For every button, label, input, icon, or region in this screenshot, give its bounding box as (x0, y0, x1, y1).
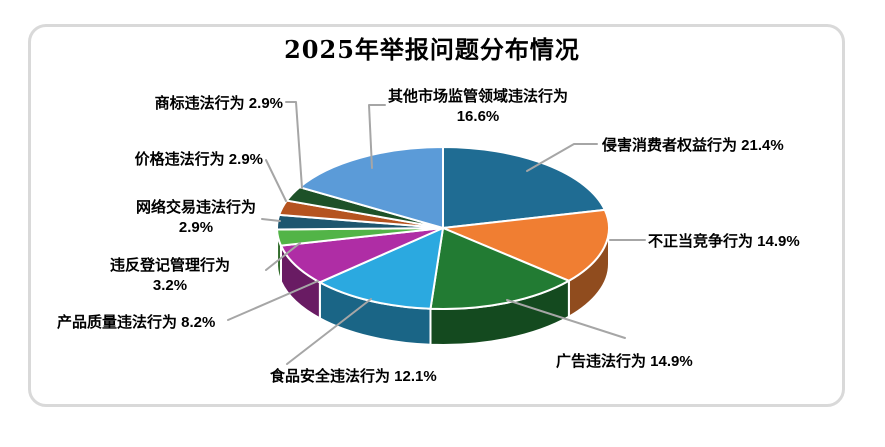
chart-title: 2025年举报问题分布情况 (284, 35, 580, 64)
slice-label-5: 产品质量违法行为 8.2% (57, 314, 216, 331)
slice-label-6: 违反登记管理行为 3.2% (109, 257, 230, 295)
pie-slice-1 (442, 146, 606, 229)
slice-label-7: 网络交易违法行为 2.9% (135, 199, 256, 237)
leader-line-3 (506, 299, 626, 339)
leader-line-10 (368, 104, 386, 169)
leader-line-6 (265, 242, 301, 271)
pie-slice-10 (298, 146, 444, 229)
slice-label-9: 商标违法行为 2.9% (154, 95, 283, 112)
leader-line-7 (261, 218, 281, 222)
slice-label-8: 价格违法行为 2.9% (134, 151, 263, 168)
leader-line-5 (227, 280, 319, 321)
slice-label-4: 食品安全违法行为 12.1% (270, 368, 437, 385)
leader-line-4 (286, 298, 372, 365)
leader-line-8 (265, 159, 287, 202)
leader-line-9 (285, 101, 303, 189)
slice-label-1: 侵害消费者权益行为 21.4% (602, 137, 784, 154)
slice-label-2: 不正当竞争行为 14.9% (648, 233, 800, 250)
slice-label-3: 广告违法行为 14.9% (556, 353, 693, 370)
pie-slice-2 (442, 208, 610, 282)
leader-line-1 (526, 143, 598, 172)
slice-label-10: 其他市场监管领域违法行为 16.6% (387, 88, 568, 126)
pie-slice-3 (429, 227, 570, 310)
